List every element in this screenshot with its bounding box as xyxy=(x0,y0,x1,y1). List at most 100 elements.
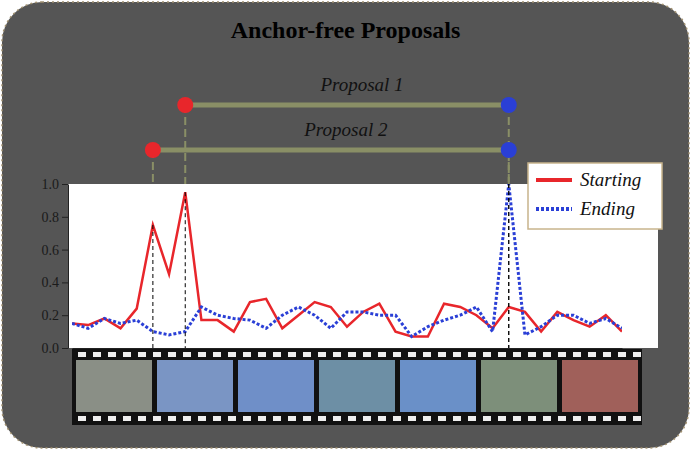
y-tick-label: 0.8 xyxy=(42,210,60,225)
sprocket xyxy=(123,416,131,421)
sprocket xyxy=(633,416,641,421)
y-tick: 0.0 xyxy=(42,341,69,356)
y-tick: 0.6 xyxy=(42,243,69,258)
sprocket xyxy=(363,352,371,357)
sprocket xyxy=(288,352,296,357)
sprocket xyxy=(453,416,461,421)
sprocket xyxy=(378,352,386,357)
sprocket xyxy=(618,352,626,357)
sprocket xyxy=(288,416,296,421)
sprocket xyxy=(498,416,506,421)
film-frame xyxy=(76,360,152,412)
legend: Starting Ending xyxy=(528,163,662,229)
sprocket xyxy=(438,416,446,421)
y-tick-mark xyxy=(62,282,68,283)
y-tick: 0.4 xyxy=(42,275,69,290)
y-tick: 1.0 xyxy=(42,177,69,192)
sprocket xyxy=(198,416,206,421)
sprocket xyxy=(108,352,116,357)
sprocket xyxy=(183,416,191,421)
sprocket xyxy=(393,352,401,357)
sprocket xyxy=(468,416,476,421)
sprocket xyxy=(303,416,311,421)
sprocket xyxy=(153,352,161,357)
sprocket xyxy=(603,416,611,421)
y-axis-line xyxy=(68,185,69,349)
sprocket xyxy=(483,352,491,357)
sprocket xyxy=(513,352,521,357)
y-tick-label: 0.0 xyxy=(42,341,60,356)
sprocket xyxy=(153,416,161,421)
sprocket xyxy=(93,352,101,357)
y-tick-label: 0.4 xyxy=(42,275,60,290)
sprocket xyxy=(423,416,431,421)
legend-label: Ending xyxy=(579,198,635,219)
background xyxy=(2,2,689,448)
sprocket xyxy=(228,416,236,421)
sprocket xyxy=(603,352,611,357)
proposal-label: Proposal 1 xyxy=(319,74,403,95)
proposal-connector xyxy=(184,105,186,184)
film-base xyxy=(72,349,642,425)
sprocket xyxy=(498,352,506,357)
sprocket xyxy=(108,416,116,421)
sprocket xyxy=(558,416,566,421)
sprocket xyxy=(243,352,251,357)
film-frame xyxy=(400,360,476,412)
sprocket xyxy=(303,352,311,357)
sprocket xyxy=(213,352,221,357)
y-axis: 0.0 0.2 0.4 0.6 0.8 1.0 xyxy=(42,177,69,356)
sprocket xyxy=(408,352,416,357)
sprocket xyxy=(483,416,491,421)
sprocket xyxy=(228,352,236,357)
sprocket xyxy=(378,416,386,421)
sprocket xyxy=(393,416,401,421)
sprocket xyxy=(183,352,191,357)
film-strip xyxy=(72,349,642,425)
x-axis xyxy=(73,348,623,349)
proposal-end xyxy=(501,97,517,113)
proposal-start xyxy=(145,142,161,158)
proposal-drop xyxy=(152,225,153,348)
proposal-bar xyxy=(153,148,509,153)
sprocket xyxy=(273,416,281,421)
sprocket xyxy=(333,352,341,357)
sprocket xyxy=(78,352,86,357)
legend-label: Starting xyxy=(580,169,641,190)
film-frame xyxy=(157,360,233,412)
sprocket xyxy=(423,352,431,357)
y-tick: 0.2 xyxy=(42,308,69,323)
title: Anchor-free Proposals xyxy=(231,17,461,43)
proposal-bar xyxy=(185,103,509,108)
sprocket xyxy=(138,416,146,421)
film-frame xyxy=(562,360,638,412)
sprocket xyxy=(243,416,251,421)
film-frame xyxy=(319,360,395,412)
legend-box xyxy=(528,163,662,229)
sprocket xyxy=(258,352,266,357)
sprocket xyxy=(513,416,521,421)
legend-swatch xyxy=(536,178,572,182)
y-tick-mark xyxy=(62,250,68,251)
proposal-label: Proposal 2 xyxy=(303,119,388,140)
y-tick-mark xyxy=(62,217,68,218)
sprocket xyxy=(213,416,221,421)
sprocket xyxy=(408,416,416,421)
sprocket xyxy=(273,352,281,357)
sprocket xyxy=(168,416,176,421)
legend-swatch xyxy=(536,207,572,211)
y-tick-label: 1.0 xyxy=(42,177,60,192)
proposal-drop xyxy=(185,192,186,348)
x-axis-line xyxy=(73,348,623,349)
sprocket xyxy=(528,416,536,421)
y-tick-mark xyxy=(62,184,68,185)
film-frame xyxy=(238,360,314,412)
sprocket xyxy=(348,416,356,421)
proposals: Proposal 1 Proposal 2 xyxy=(145,74,517,348)
sprocket xyxy=(348,352,356,357)
sprocket xyxy=(93,416,101,421)
sprocket xyxy=(363,416,371,421)
sprocket xyxy=(258,416,266,421)
y-tick-label: 0.2 xyxy=(42,308,60,323)
sprocket xyxy=(138,352,146,357)
